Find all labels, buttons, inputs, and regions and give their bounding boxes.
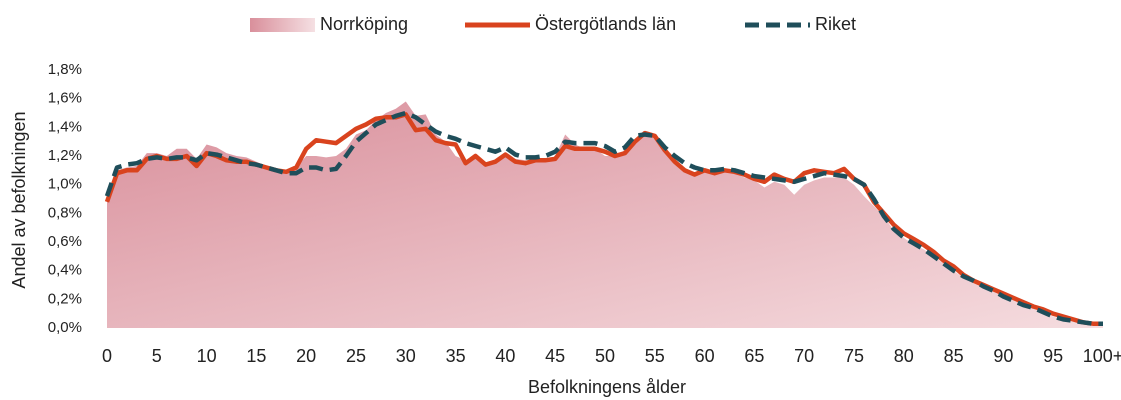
y-tick-label: 0,0% (48, 319, 82, 336)
x-tick-label: 80 (894, 346, 914, 366)
x-tick-label: 20 (296, 346, 316, 366)
x-tick-label: 25 (346, 346, 366, 366)
x-axis-title: Befolkningens ålder (528, 377, 686, 397)
x-tick-label: 45 (545, 346, 565, 366)
y-tick-label: 1,0% (48, 176, 82, 193)
x-tick-label: 55 (645, 346, 665, 366)
legend-label: Riket (815, 14, 856, 34)
x-tick-label: 60 (695, 346, 715, 366)
x-tick-label: 75 (844, 346, 864, 366)
x-tick-label: 40 (495, 346, 515, 366)
y-tick-label: 0,2% (48, 290, 82, 307)
y-tick-label: 0,4% (48, 262, 82, 279)
y-tick-label: 0,6% (48, 233, 82, 250)
x-tick-label: 85 (944, 346, 964, 366)
y-tick-label: 1,6% (48, 90, 82, 107)
x-tick-label: 65 (744, 346, 764, 366)
y-axis-title: Andel av befolkningen (9, 111, 29, 288)
x-tick-label: 10 (197, 346, 217, 366)
x-tick-label: 90 (993, 346, 1013, 366)
x-tick-label: 100+ (1083, 346, 1121, 366)
x-tick-label: 15 (246, 346, 266, 366)
y-tick-label: 1,4% (48, 118, 82, 135)
area (107, 101, 1103, 328)
x-tick-label: 50 (595, 346, 615, 366)
x-tick-label: 5 (152, 346, 162, 366)
line (104, 110, 1103, 326)
x-tick-label: 0 (102, 346, 112, 366)
x-tick-label: 70 (794, 346, 814, 366)
x-tick-label: 35 (446, 346, 466, 366)
legend-swatch (250, 18, 315, 32)
y-tick-label: 0,8% (48, 204, 82, 221)
y-tick-label: 1,8% (48, 61, 82, 78)
x-tick-label: 95 (1043, 346, 1063, 366)
legend-label: Norrköping (320, 14, 408, 34)
y-tick-label: 1,2% (48, 147, 82, 164)
x-tick-label: 30 (396, 346, 416, 366)
legend-label: Östergötlands län (535, 14, 676, 34)
